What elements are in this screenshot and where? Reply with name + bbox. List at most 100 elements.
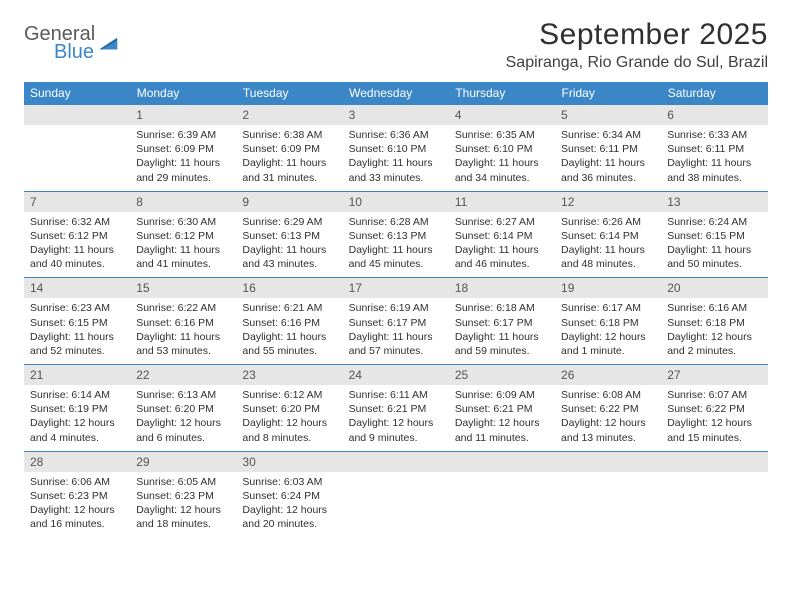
- sunset-text: Sunset: 6:09 PM: [242, 142, 336, 156]
- daylight-text: Daylight: 11 hours and 41 minutes.: [136, 243, 230, 271]
- day-cell: Sunrise: 6:11 AMSunset: 6:21 PMDaylight:…: [343, 385, 449, 451]
- week-1-content: Sunrise: 6:39 AMSunset: 6:09 PMDaylight:…: [24, 125, 768, 191]
- sunset-text: Sunset: 6:18 PM: [561, 316, 655, 330]
- daylight-text: Daylight: 11 hours and 46 minutes.: [455, 243, 549, 271]
- day-number: 22: [130, 365, 236, 386]
- daylight-text: Daylight: 12 hours and 8 minutes.: [242, 416, 336, 444]
- daylight-text: Daylight: 11 hours and 53 minutes.: [136, 330, 230, 358]
- sunset-text: Sunset: 6:09 PM: [136, 142, 230, 156]
- day-cell: Sunrise: 6:09 AMSunset: 6:21 PMDaylight:…: [449, 385, 555, 451]
- day-number: 11: [449, 191, 555, 212]
- sunset-text: Sunset: 6:13 PM: [242, 229, 336, 243]
- day-number: 21: [24, 365, 130, 386]
- day-number: 28: [24, 451, 130, 472]
- daylight-text: Daylight: 12 hours and 18 minutes.: [136, 503, 230, 531]
- sunrise-text: Sunrise: 6:28 AM: [349, 215, 443, 229]
- sunset-text: Sunset: 6:13 PM: [349, 229, 443, 243]
- daylight-text: Daylight: 11 hours and 29 minutes.: [136, 156, 230, 184]
- sunrise-text: Sunrise: 6:03 AM: [242, 475, 336, 489]
- week-2-daynums: 78910111213: [24, 191, 768, 212]
- day-number: 23: [236, 365, 342, 386]
- header: General Blue September 2025 Sapiranga, R…: [24, 18, 768, 72]
- day-cell: Sunrise: 6:16 AMSunset: 6:18 PMDaylight:…: [661, 298, 767, 364]
- week-3-daynums: 14151617181920: [24, 278, 768, 299]
- sunrise-text: Sunrise: 6:39 AM: [136, 128, 230, 142]
- sunset-text: Sunset: 6:22 PM: [667, 402, 761, 416]
- day-cell: Sunrise: 6:30 AMSunset: 6:12 PMDaylight:…: [130, 212, 236, 278]
- daylight-text: Daylight: 11 hours and 59 minutes.: [455, 330, 549, 358]
- day-cell: Sunrise: 6:34 AMSunset: 6:11 PMDaylight:…: [555, 125, 661, 191]
- sunset-text: Sunset: 6:24 PM: [242, 489, 336, 503]
- month-title: September 2025: [506, 18, 768, 52]
- day-number: 2: [236, 105, 342, 126]
- daylight-text: Daylight: 12 hours and 20 minutes.: [242, 503, 336, 531]
- sunrise-text: Sunrise: 6:09 AM: [455, 388, 549, 402]
- daylight-text: Daylight: 11 hours and 40 minutes.: [30, 243, 124, 271]
- sunset-text: Sunset: 6:15 PM: [667, 229, 761, 243]
- day-number: 5: [555, 105, 661, 126]
- logo: General Blue: [24, 18, 121, 62]
- day-cell: [449, 472, 555, 538]
- day-cell: Sunrise: 6:05 AMSunset: 6:23 PMDaylight:…: [130, 472, 236, 538]
- logo-triangle-icon: [99, 35, 121, 53]
- sunrise-text: Sunrise: 6:32 AM: [30, 215, 124, 229]
- day-cell: Sunrise: 6:33 AMSunset: 6:11 PMDaylight:…: [661, 125, 767, 191]
- sunrise-text: Sunrise: 6:16 AM: [667, 301, 761, 315]
- sunrise-text: Sunrise: 6:12 AM: [242, 388, 336, 402]
- day-cell: Sunrise: 6:13 AMSunset: 6:20 PMDaylight:…: [130, 385, 236, 451]
- week-4-daynums: 21222324252627: [24, 365, 768, 386]
- day-number: 8: [130, 191, 236, 212]
- daylight-text: Daylight: 12 hours and 11 minutes.: [455, 416, 549, 444]
- day-cell: Sunrise: 6:28 AMSunset: 6:13 PMDaylight:…: [343, 212, 449, 278]
- day-cell: Sunrise: 6:36 AMSunset: 6:10 PMDaylight:…: [343, 125, 449, 191]
- daylight-text: Daylight: 12 hours and 16 minutes.: [30, 503, 124, 531]
- sunset-text: Sunset: 6:16 PM: [136, 316, 230, 330]
- day-cell: [24, 125, 130, 191]
- sunrise-text: Sunrise: 6:22 AM: [136, 301, 230, 315]
- day-number: [343, 451, 449, 472]
- sunset-text: Sunset: 6:14 PM: [455, 229, 549, 243]
- day-number: [555, 451, 661, 472]
- sunset-text: Sunset: 6:12 PM: [30, 229, 124, 243]
- day-cell: Sunrise: 6:03 AMSunset: 6:24 PMDaylight:…: [236, 472, 342, 538]
- day-number: 20: [661, 278, 767, 299]
- week-2-content: Sunrise: 6:32 AMSunset: 6:12 PMDaylight:…: [24, 212, 768, 278]
- day-number: 25: [449, 365, 555, 386]
- calendar-header-row: Sunday Monday Tuesday Wednesday Thursday…: [24, 82, 768, 105]
- sunset-text: Sunset: 6:10 PM: [455, 142, 549, 156]
- sunrise-text: Sunrise: 6:34 AM: [561, 128, 655, 142]
- sunset-text: Sunset: 6:17 PM: [349, 316, 443, 330]
- daylight-text: Daylight: 11 hours and 43 minutes.: [242, 243, 336, 271]
- sunset-text: Sunset: 6:14 PM: [561, 229, 655, 243]
- daylight-text: Daylight: 12 hours and 13 minutes.: [561, 416, 655, 444]
- day-number: 10: [343, 191, 449, 212]
- sunrise-text: Sunrise: 6:24 AM: [667, 215, 761, 229]
- day-cell: Sunrise: 6:22 AMSunset: 6:16 PMDaylight:…: [130, 298, 236, 364]
- day-number: 3: [343, 105, 449, 126]
- col-thursday: Thursday: [449, 82, 555, 105]
- day-number: 27: [661, 365, 767, 386]
- day-cell: Sunrise: 6:21 AMSunset: 6:16 PMDaylight:…: [236, 298, 342, 364]
- day-number: 13: [661, 191, 767, 212]
- daylight-text: Daylight: 11 hours and 38 minutes.: [667, 156, 761, 184]
- col-sunday: Sunday: [24, 82, 130, 105]
- day-cell: Sunrise: 6:07 AMSunset: 6:22 PMDaylight:…: [661, 385, 767, 451]
- day-number: 7: [24, 191, 130, 212]
- day-cell: Sunrise: 6:08 AMSunset: 6:22 PMDaylight:…: [555, 385, 661, 451]
- daylight-text: Daylight: 12 hours and 2 minutes.: [667, 330, 761, 358]
- day-cell: Sunrise: 6:18 AMSunset: 6:17 PMDaylight:…: [449, 298, 555, 364]
- daylight-text: Daylight: 11 hours and 48 minutes.: [561, 243, 655, 271]
- daylight-text: Daylight: 11 hours and 52 minutes.: [30, 330, 124, 358]
- week-1-daynums: 123456: [24, 105, 768, 126]
- daylight-text: Daylight: 12 hours and 6 minutes.: [136, 416, 230, 444]
- week-3-content: Sunrise: 6:23 AMSunset: 6:15 PMDaylight:…: [24, 298, 768, 364]
- day-number: 18: [449, 278, 555, 299]
- col-saturday: Saturday: [661, 82, 767, 105]
- sunrise-text: Sunrise: 6:27 AM: [455, 215, 549, 229]
- sunrise-text: Sunrise: 6:11 AM: [349, 388, 443, 402]
- sunrise-text: Sunrise: 6:36 AM: [349, 128, 443, 142]
- sunrise-text: Sunrise: 6:06 AM: [30, 475, 124, 489]
- sunrise-text: Sunrise: 6:13 AM: [136, 388, 230, 402]
- sunset-text: Sunset: 6:19 PM: [30, 402, 124, 416]
- day-number: 30: [236, 451, 342, 472]
